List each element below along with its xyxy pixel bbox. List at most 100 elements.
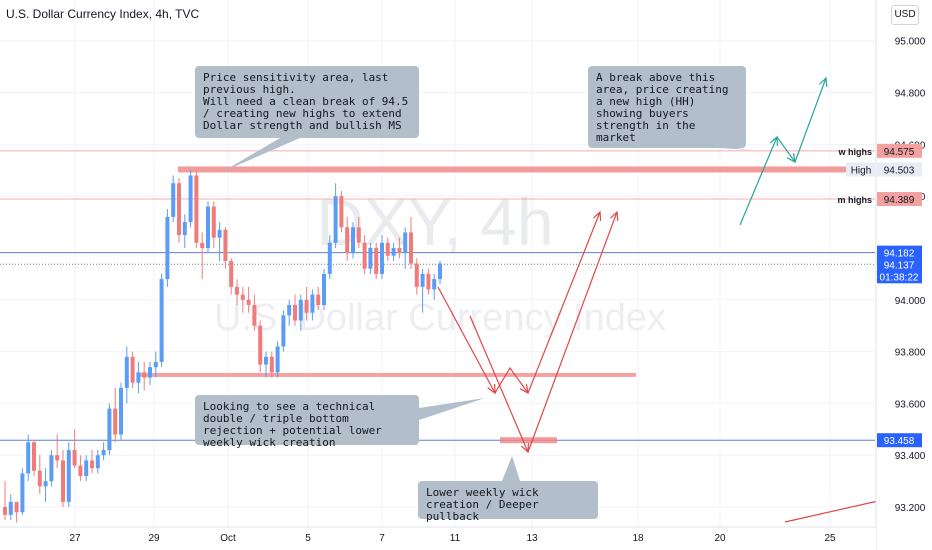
candle-body — [246, 299, 251, 305]
currency-button[interactable]: USD — [891, 5, 919, 25]
price-label: 94.575 — [884, 147, 915, 158]
bullish-arrow-2 — [776, 136, 796, 163]
level-name: High — [851, 165, 872, 176]
candle-body — [84, 460, 89, 476]
projection-arrow-5 — [527, 211, 618, 453]
note-pointer-bottom — [502, 456, 520, 481]
candle-body — [37, 470, 42, 487]
projection-arrow-3-head — [592, 210, 602, 222]
candle-body — [287, 304, 292, 316]
price-label-bg — [877, 192, 922, 207]
price-label: 94.389 — [884, 195, 915, 206]
candle-body — [217, 229, 222, 238]
candle-body — [200, 242, 205, 248]
x-tick-label: 7 — [379, 533, 385, 544]
price-label: 94.137 — [884, 260, 915, 271]
y-tick-label: 95.000 — [895, 37, 926, 48]
price-axis: 95.00094.80094.60094.40094.00093.80093.6… — [837, 0, 932, 550]
candle-body — [101, 450, 106, 456]
price-label-bg — [877, 257, 922, 284]
price-label: 94.503 — [884, 165, 915, 176]
price-label: 93.458 — [884, 436, 915, 447]
candle-body — [368, 247, 373, 269]
x-tick-label: 25 — [824, 533, 836, 544]
level-name: w highs — [838, 147, 873, 157]
note-pointer-top-left — [222, 138, 300, 172]
note-price-sensitivity: Price sensitivity area, last previous hi… — [195, 66, 419, 138]
candle-body — [258, 325, 263, 365]
candle-body — [397, 247, 402, 254]
y-tick-label: 93.800 — [895, 348, 926, 359]
x-tick-label: 18 — [632, 533, 644, 544]
price-label: 94.182 — [884, 249, 915, 260]
candle-body — [327, 242, 332, 274]
bullish-arrow-3-head — [819, 76, 828, 88]
candle-body — [61, 460, 65, 502]
candle-body — [304, 299, 309, 313]
candle-body — [165, 216, 170, 280]
double-bottom-zone — [138, 372, 636, 377]
candle-body — [380, 242, 384, 274]
horizontal-levels — [0, 150, 875, 444]
candle-body — [229, 260, 234, 287]
candle-body — [66, 450, 71, 502]
chart-title: U.S. Dollar Currency Index, 4h, TVC — [6, 7, 200, 21]
weekly-wick-zone — [500, 437, 557, 444]
candle-body — [107, 408, 112, 451]
time-axis-bg — [0, 527, 876, 550]
candle-body — [362, 242, 367, 269]
candle-body — [391, 247, 396, 256]
x-tick-label: 13 — [526, 533, 538, 544]
candle-body — [78, 465, 83, 476]
note-lower-weekly-wick: Lower weekly wick creation / Deeper pull… — [418, 481, 598, 523]
candle-body — [235, 286, 239, 295]
candle-body — [356, 227, 361, 243]
candle-body — [333, 196, 338, 243]
candle-body — [124, 356, 129, 388]
candle-body — [345, 227, 350, 254]
y-tick-label: 94.800 — [895, 89, 926, 100]
candle-body — [153, 361, 158, 368]
candle-body — [281, 315, 286, 347]
candle-body — [136, 372, 141, 383]
candle-body — [194, 175, 199, 243]
level-name: m highs — [837, 195, 872, 205]
candle-body — [240, 294, 245, 300]
candle-body — [432, 279, 437, 290]
y-tick-label: 93.200 — [895, 503, 926, 514]
candle-body — [409, 232, 413, 264]
projection-arrow-3 — [527, 211, 601, 394]
candle-body — [438, 263, 442, 280]
candle-body — [223, 229, 228, 261]
candle-body — [20, 473, 25, 513]
candle-body — [339, 196, 344, 228]
note-double-bottom: Looking to see a technical double / trip… — [195, 395, 419, 449]
time-axis: 27 29 Oct 5 7 11 13 18 20 25 — [0, 526, 876, 550]
price-label-bg — [877, 245, 922, 260]
candle-body — [264, 356, 268, 365]
projection-arrow-4 — [469, 315, 529, 453]
candle-body — [322, 273, 326, 305]
note-pointer-middle — [419, 398, 485, 420]
resistance-zone — [178, 166, 848, 173]
candle-body — [119, 387, 123, 435]
note-pointer-top-right — [718, 148, 752, 150]
candles — [3, 170, 442, 523]
candle-body — [43, 481, 48, 487]
x-tick-label: 20 — [714, 533, 726, 544]
bullish-arrow-1 — [739, 136, 778, 226]
candle-body — [414, 263, 419, 287]
x-tick-label: 11 — [450, 533, 461, 544]
candle-body — [8, 501, 13, 515]
candle-body — [148, 367, 152, 378]
candle-body — [403, 232, 408, 254]
price-label-bg — [877, 143, 922, 158]
candle-body — [252, 304, 257, 326]
projection-arrow-2 — [494, 366, 529, 394]
candle-body — [55, 455, 60, 461]
candle-body — [351, 227, 355, 254]
candle-body — [206, 206, 210, 248]
x-tick-label: 5 — [305, 533, 311, 544]
candle-body — [130, 356, 135, 383]
